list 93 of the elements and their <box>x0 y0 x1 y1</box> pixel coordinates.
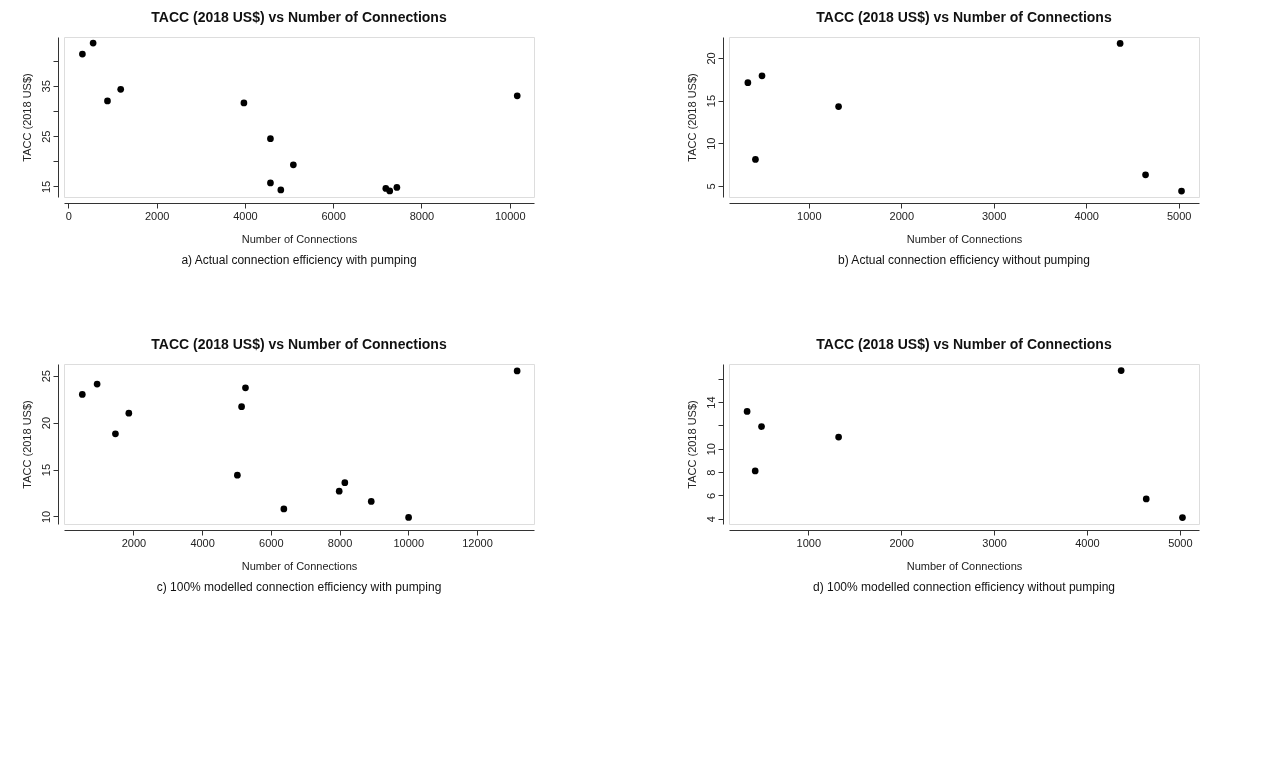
point <box>240 99 248 107</box>
x-tick-label: 2000 <box>121 536 147 549</box>
x-tick-label: 4000 <box>190 536 215 549</box>
point <box>1178 187 1185 195</box>
point <box>513 92 521 100</box>
y-tick-label: 25 <box>39 370 52 383</box>
text: c) 100% modelled connection efficiency with pumping <box>156 580 442 594</box>
point <box>238 403 245 410</box>
y-axis-title: TACC (2018 US$) <box>20 73 33 162</box>
point <box>405 514 412 521</box>
x-tick-label: 1000 <box>797 209 822 222</box>
x-tick-label: 12000 <box>462 536 493 549</box>
x-axis-title: Number of Connections <box>906 559 1023 572</box>
point <box>835 433 842 441</box>
point <box>79 50 86 58</box>
point <box>751 467 759 475</box>
point <box>835 103 842 110</box>
point <box>117 85 125 93</box>
point <box>234 471 241 479</box>
y-tick-label: 35 <box>39 80 52 93</box>
y-tick-label: 20 <box>39 416 52 430</box>
y-tick-label: 10 <box>704 443 717 456</box>
y-tick-label: 15 <box>39 463 52 477</box>
chart-title: TACC (2018 US$) vs Number of Connections <box>816 336 1112 352</box>
y-axis-title: TACC (2018 US$) <box>20 400 33 489</box>
point <box>78 391 86 398</box>
y-tick-label: 25 <box>39 130 52 143</box>
x-tick-label: 2000 <box>144 209 170 222</box>
point <box>752 156 759 163</box>
point <box>104 97 111 105</box>
point <box>125 409 133 417</box>
x-tick-label: 3000 <box>982 536 1007 549</box>
x-axis-title: Number of Connections <box>241 232 358 245</box>
point <box>290 161 297 169</box>
point <box>393 184 401 191</box>
point <box>93 380 101 388</box>
point <box>758 423 765 430</box>
x-tick-label: 4000 <box>1075 536 1100 549</box>
x-tick-label: 1000 <box>796 536 822 549</box>
point <box>1179 514 1186 521</box>
x-tick-label: 8000 <box>409 209 435 222</box>
point <box>335 487 343 495</box>
x-tick-label: 5000 <box>1168 536 1193 549</box>
point <box>267 135 274 142</box>
x-tick-label: 4000 <box>233 209 258 222</box>
x-tick-label: 2000 <box>889 209 914 222</box>
x-tick-label: 10000 <box>393 536 425 549</box>
x-tick-label: 4000 <box>1074 209 1099 222</box>
y-tick-label: 10 <box>704 137 717 150</box>
x-tick-label: 5000 <box>1166 209 1192 222</box>
y-tick-label: 14 <box>704 396 717 409</box>
y-tick-label: 15 <box>704 94 717 108</box>
point <box>1117 367 1125 374</box>
point <box>1142 171 1149 179</box>
point <box>280 505 288 513</box>
point <box>386 187 394 195</box>
y-tick-label: 8 <box>704 469 717 476</box>
x-axis-title: Number of Connections <box>241 559 358 572</box>
point <box>89 39 97 47</box>
text: b) Actual connection efficiency without pumping <box>838 253 1090 267</box>
x-tick-label: 6000 <box>259 536 284 549</box>
x-tick-label: 3000 <box>981 209 1007 222</box>
y-tick-label: 10 <box>39 510 52 524</box>
x-tick-label: 6000 <box>321 209 346 222</box>
point <box>758 72 766 80</box>
y-tick-label: 15 <box>39 180 52 194</box>
point <box>341 479 349 487</box>
y-tick-label: 4 <box>704 516 717 523</box>
point <box>367 498 375 505</box>
x-tick-label: 0 <box>65 209 72 222</box>
point <box>744 79 752 86</box>
point <box>513 367 521 375</box>
point <box>242 384 249 392</box>
chart-title: TACC (2018 US$) vs Number of Connections <box>151 9 447 25</box>
y-tick-label: 5 <box>704 183 717 190</box>
x-tick-label: 10000 <box>494 209 526 222</box>
chart-title: TACC (2018 US$) vs Number of Connections <box>816 9 1112 25</box>
y-tick-label: 6 <box>704 492 717 499</box>
point <box>743 408 751 415</box>
y-tick-label: 20 <box>704 52 717 65</box>
point <box>277 186 285 194</box>
x-tick-label: 8000 <box>327 536 353 549</box>
chart-title: TACC (2018 US$) vs Number of Connections <box>151 336 447 352</box>
y-axis-title: TACC (2018 US$) <box>685 73 698 162</box>
x-axis-title: Number of Connections <box>906 232 1023 245</box>
y-axis-title: TACC (2018 US$) <box>685 400 698 489</box>
text: d) 100% modelled connection efficiency without pumping <box>813 580 1115 594</box>
point <box>112 430 119 438</box>
text: a) Actual connection efficiency with pumping <box>181 253 417 267</box>
x-tick-label: 2000 <box>889 536 914 549</box>
point <box>1142 495 1150 503</box>
point <box>1116 40 1124 47</box>
point <box>267 179 274 187</box>
